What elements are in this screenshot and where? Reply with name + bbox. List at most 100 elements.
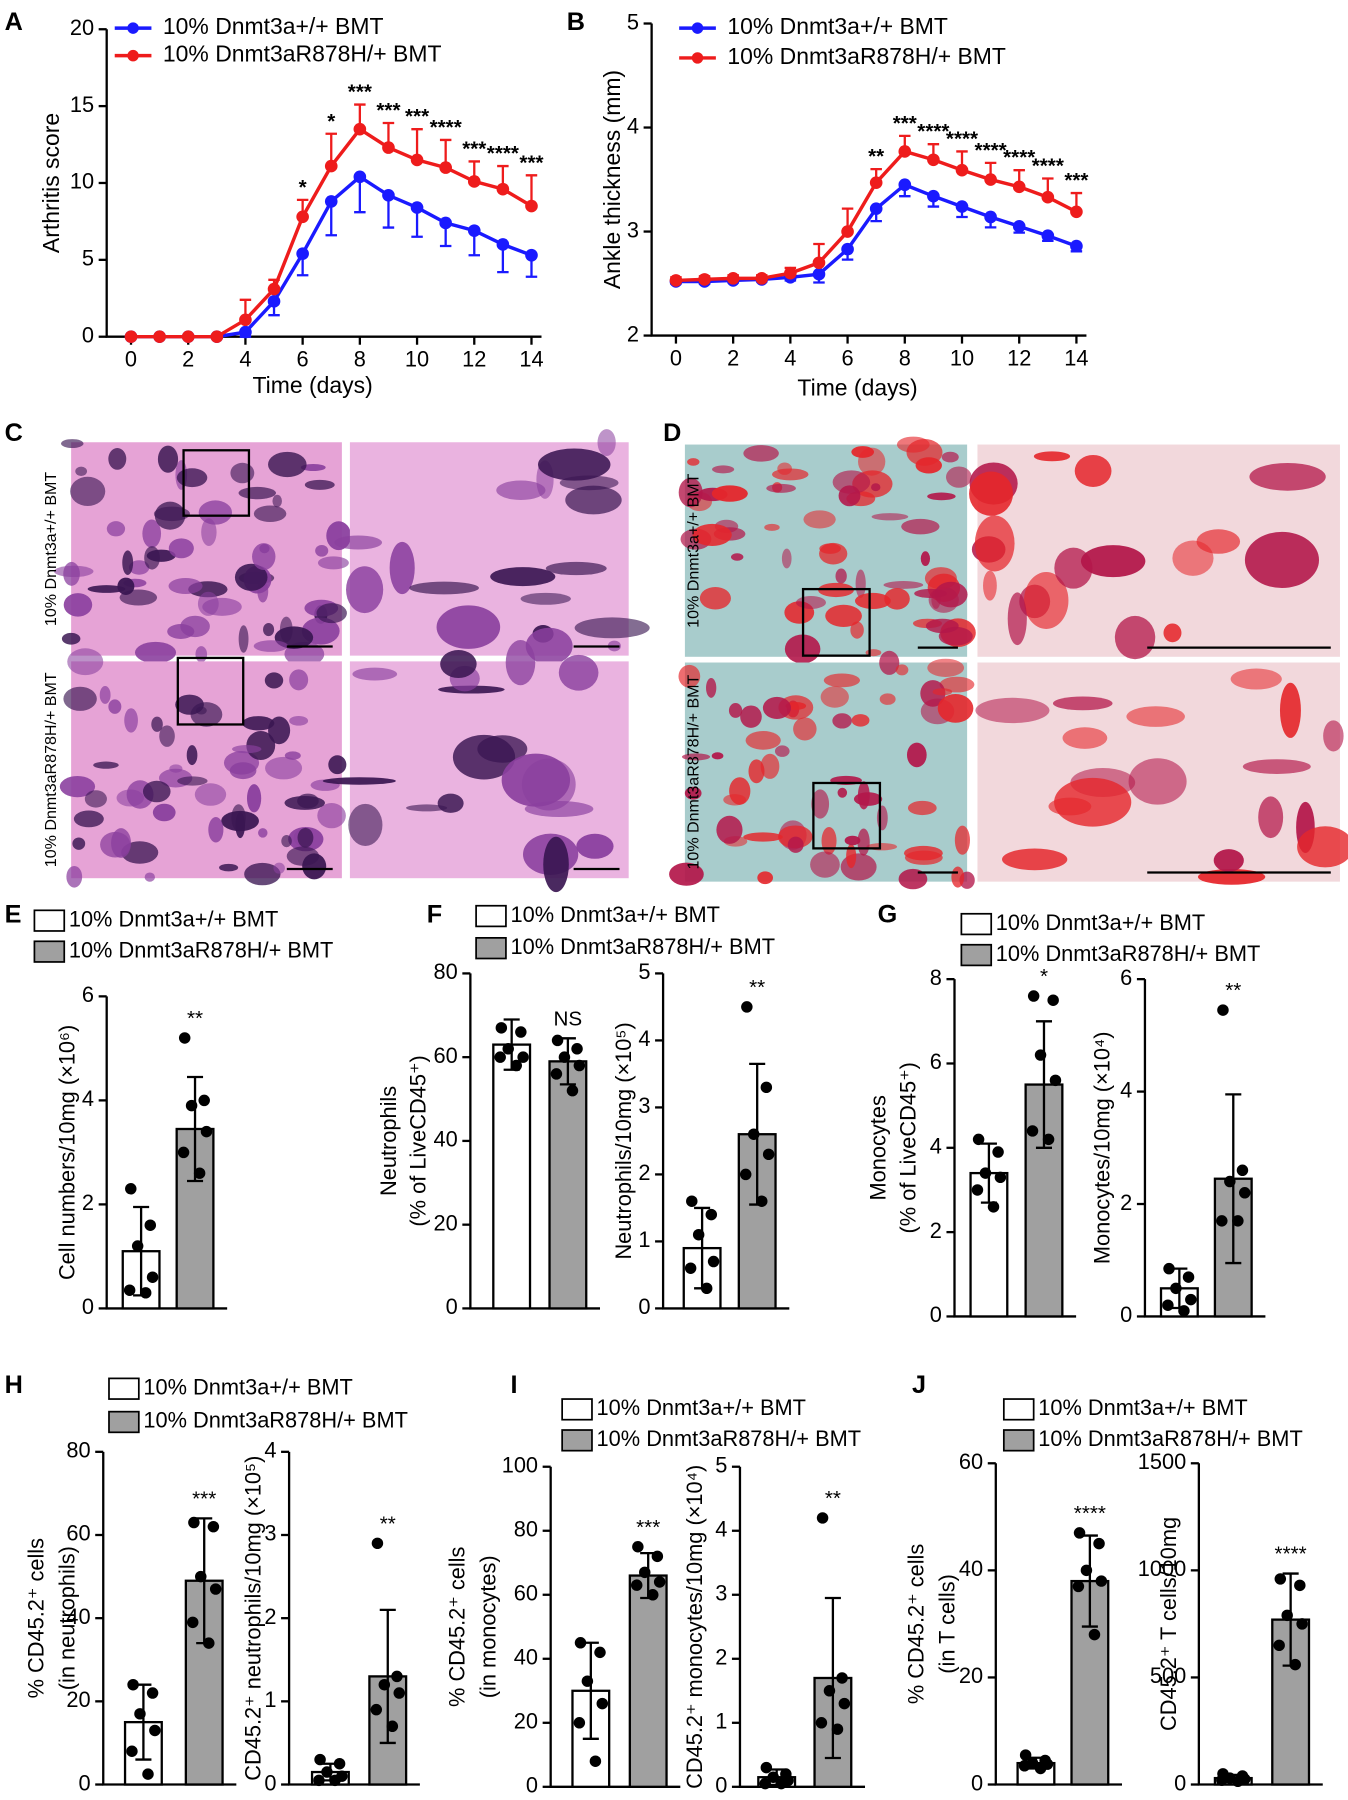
tissue-blob [1244, 531, 1320, 589]
data-point [653, 1576, 666, 1588]
y-axis-label: Ankle thickness (mm) [599, 70, 625, 289]
data-point [333, 1757, 346, 1770]
tissue-blob [124, 708, 138, 733]
y-tick-label: 0 [79, 1770, 91, 1795]
tissue-blob [73, 810, 104, 828]
tissue-blob [764, 523, 780, 531]
legend-swatch [33, 940, 66, 963]
tissue-blob [969, 471, 1014, 516]
data-point [1034, 1762, 1047, 1775]
data-point [467, 175, 481, 188]
data-point [496, 238, 510, 251]
tissue-blob [576, 833, 614, 859]
data-point [589, 1755, 602, 1767]
x-axis-label: Time (days) [797, 375, 917, 401]
tissue-blob [974, 515, 1015, 572]
tissue-blob [106, 521, 126, 537]
error-bar [186, 1075, 204, 1183]
data-point [1041, 190, 1055, 204]
tissue-blob [284, 795, 326, 810]
data-point [1185, 1293, 1197, 1306]
data-point [123, 1284, 136, 1296]
legend-label: 10% Dnmt3aR878H/+ BMT [143, 1408, 408, 1433]
data-point [203, 1637, 215, 1649]
tissue-blob [927, 492, 956, 501]
y-tick-label: 2 [715, 1645, 727, 1670]
significance: * [299, 176, 308, 199]
y-tick-label: 20 [66, 1687, 90, 1712]
data-point [525, 248, 538, 262]
tissue-blob [168, 538, 194, 559]
tissue-blob [545, 561, 607, 576]
tissue-blob [681, 753, 711, 761]
tissue-blob [1052, 696, 1113, 711]
data-point [382, 141, 395, 154]
tissue-blob [851, 714, 870, 727]
data-point [125, 1183, 137, 1195]
data-point [1072, 1580, 1085, 1593]
y-axis-label: (in T cells) [935, 1574, 960, 1674]
y-tick-label: 4 [1120, 1077, 1132, 1102]
bar [492, 1043, 532, 1310]
tissue-blob [684, 786, 702, 800]
row-label: 10% Dnmt3a+/+ BMT [42, 472, 60, 626]
tissue-blob [72, 837, 86, 850]
panel-letter: D [663, 419, 681, 447]
legend-marker [691, 22, 704, 34]
data-point [185, 1099, 198, 1112]
data-point [146, 1271, 159, 1283]
x-tick-label: 12 [1007, 345, 1031, 370]
tissue-blob [389, 541, 415, 595]
x-axis-label: Time (days) [253, 372, 373, 398]
significance: **** [1003, 146, 1036, 169]
tissue-blob [678, 477, 703, 508]
data-point [1163, 1262, 1175, 1275]
y-axis-label: Neutrophils [376, 1086, 401, 1196]
data-point [815, 1717, 828, 1729]
tissue-blob [932, 688, 953, 696]
significance: *** [462, 137, 487, 160]
tissue-blob [265, 756, 303, 780]
data-point [1070, 205, 1083, 219]
data-point [188, 1516, 200, 1529]
tissue-blob [871, 513, 909, 521]
panel-letter: C [5, 419, 23, 447]
data-point [1296, 1618, 1308, 1630]
tissue-blob [906, 742, 927, 768]
y-tick-label: 8 [930, 965, 942, 990]
data-point [1217, 1004, 1229, 1016]
tissue-blob [316, 603, 347, 624]
tissue-blob [730, 553, 744, 561]
data-point [1170, 1282, 1182, 1295]
tissue-blob [823, 673, 861, 688]
data-point [1049, 1074, 1062, 1087]
significance: *** [893, 112, 918, 135]
tissue-blob [1024, 572, 1069, 629]
y-tick-label: 0 [82, 322, 94, 347]
y-tick-label: 40 [959, 1556, 983, 1581]
data-point [410, 153, 424, 167]
y-tick-label: 500 [1150, 1663, 1186, 1688]
legend-label: 10% Dnmt3aR878H/+ BMT [69, 937, 334, 962]
data-point [955, 200, 969, 213]
data-point [186, 1616, 199, 1629]
data-point [759, 1777, 771, 1790]
y-tick-label: 60 [959, 1449, 983, 1474]
tissue-blob [142, 780, 171, 803]
data-point [410, 201, 424, 214]
tissue-blob [941, 451, 959, 463]
tissue-blob [304, 479, 335, 490]
data-point [831, 1723, 844, 1735]
significance: ** [749, 976, 765, 999]
tissue-blob [1279, 682, 1301, 738]
data-point [551, 1034, 564, 1047]
panel-letter: I [511, 1371, 518, 1399]
data-point [177, 1146, 190, 1159]
tissue-blob [1242, 759, 1311, 774]
y-tick-label: 1000 [1138, 1556, 1186, 1581]
error-bar [379, 1608, 396, 1745]
data-point [927, 153, 940, 167]
tissue-blob [983, 570, 997, 601]
tissue-blob [322, 777, 396, 785]
data-point [370, 1703, 383, 1716]
